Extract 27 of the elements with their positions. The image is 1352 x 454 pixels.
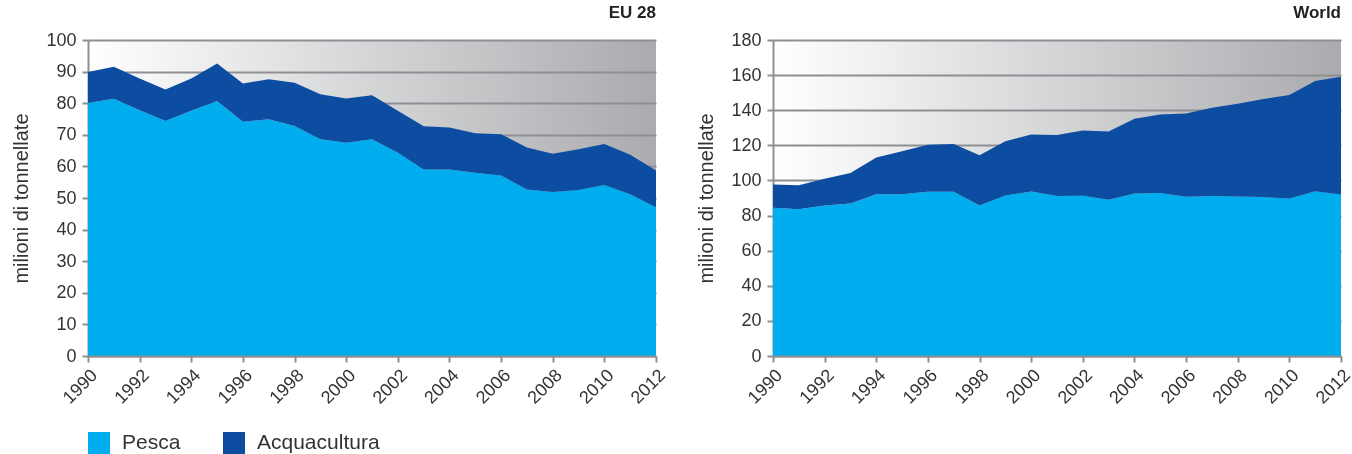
y-tick-label: 160 bbox=[731, 64, 762, 85]
y-axis-title: milioni di tonnellate bbox=[695, 113, 718, 284]
y-tick-label: 20 bbox=[741, 310, 762, 331]
y-tick-label: 140 bbox=[731, 99, 762, 120]
y-tick-label: 70 bbox=[56, 124, 77, 145]
legend-label: Pesca bbox=[122, 430, 181, 453]
y-tick-label: 40 bbox=[741, 275, 762, 296]
y-tick-label: 60 bbox=[56, 155, 77, 176]
y-tick-label: 100 bbox=[46, 29, 77, 50]
chart-title: EU 28 bbox=[608, 3, 656, 22]
y-tick-label: 120 bbox=[731, 134, 762, 155]
y-tick-label: 80 bbox=[741, 205, 762, 226]
chart-title: World bbox=[1293, 3, 1341, 22]
y-tick-label: 30 bbox=[56, 250, 77, 271]
y-axis-title: milioni di tonnellate bbox=[10, 113, 33, 284]
y-tick-label: 20 bbox=[56, 282, 77, 303]
y-tick-label: 100 bbox=[731, 169, 762, 190]
y-tick-label: 80 bbox=[56, 92, 77, 113]
y-tick-label: 10 bbox=[56, 313, 77, 334]
y-tick-label: 40 bbox=[56, 219, 77, 240]
y-tick-label: 0 bbox=[751, 345, 762, 366]
y-tick-label: 180 bbox=[731, 29, 762, 50]
y-tick-label: 50 bbox=[56, 187, 77, 208]
legend-label: Acquacultura bbox=[257, 430, 380, 453]
y-tick-label: 90 bbox=[56, 61, 77, 82]
y-tick-label: 0 bbox=[66, 345, 77, 366]
y-tick-label: 60 bbox=[741, 240, 762, 261]
